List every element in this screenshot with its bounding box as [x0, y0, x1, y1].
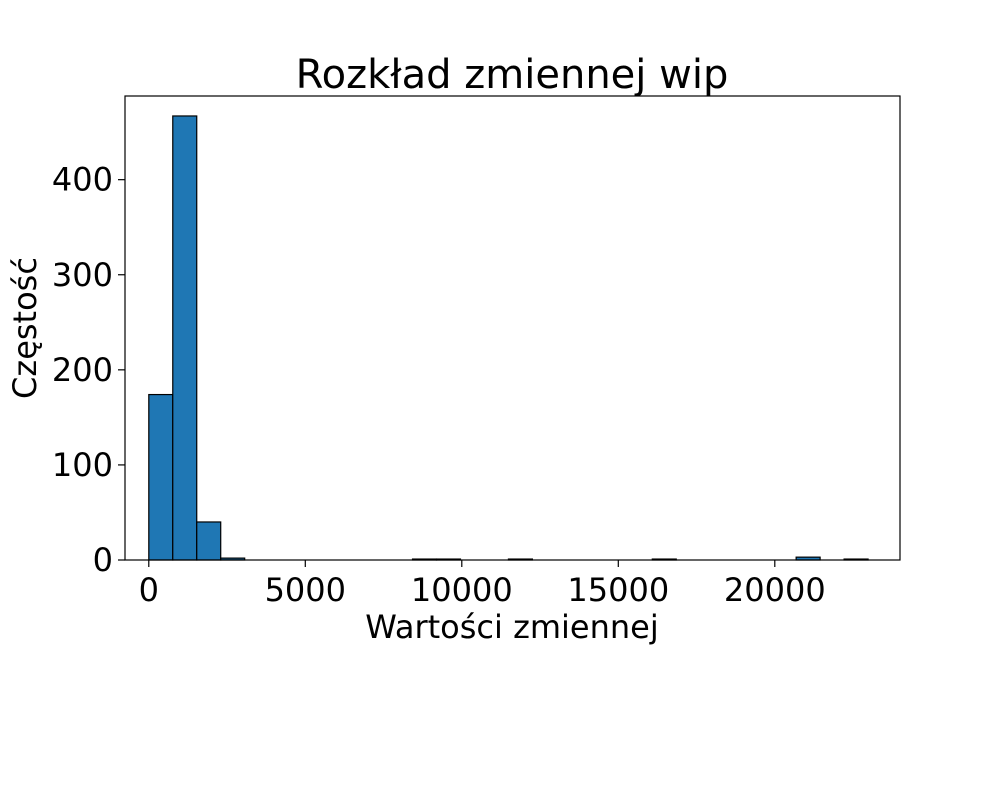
plot-area: 0 5000 10000 15000 20000 0 100 200 300 400: [52, 95, 901, 609]
y-tick-label: 100: [52, 446, 113, 484]
y-tick-label: 0: [93, 541, 113, 579]
x-axis-label: Wartości zmiennej: [365, 608, 659, 646]
x-tick-label: 0: [139, 571, 159, 609]
y-tick-label: 200: [52, 351, 113, 389]
chart-title: Rozkład zmiennej wip: [296, 52, 729, 98]
x-tick-label: 10000: [411, 571, 513, 609]
x-tick-label: 5000: [265, 571, 346, 609]
y-tick-label: 300: [52, 256, 113, 294]
plot-frame: [124, 95, 901, 561]
x-tick-label: 20000: [724, 571, 826, 609]
y-axis-label: Częstość: [6, 257, 44, 399]
histogram-bar: [148, 393, 174, 561]
histogram-bar: [172, 115, 198, 561]
x-tick-label: 15000: [567, 571, 669, 609]
y-tick-label: 400: [52, 161, 113, 199]
histogram-bar: [196, 521, 222, 561]
